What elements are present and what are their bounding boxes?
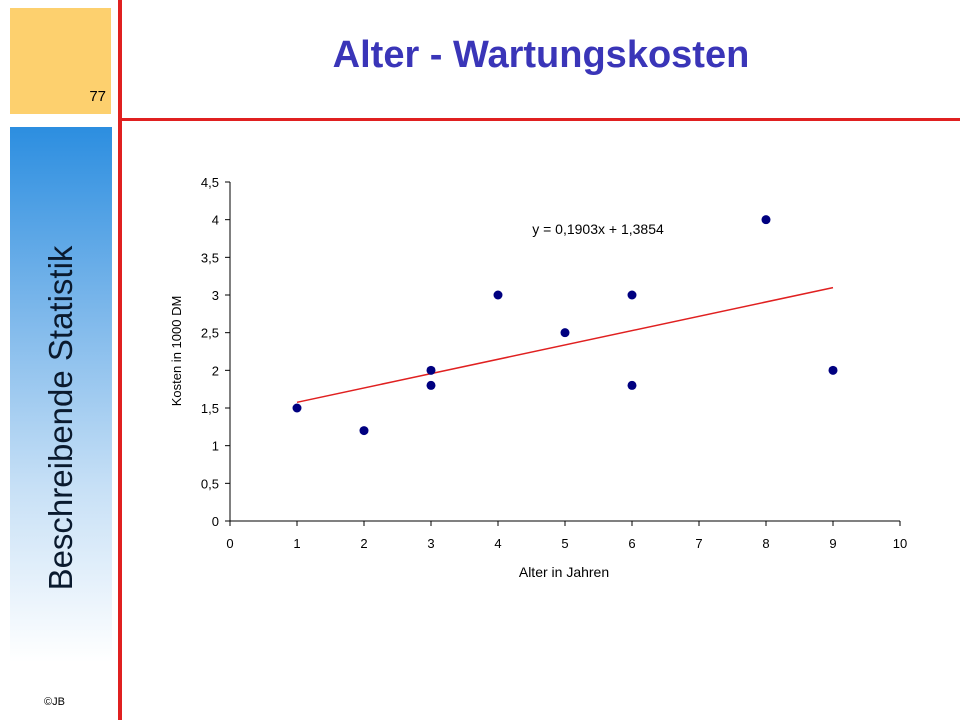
data-point <box>359 426 369 436</box>
corner-box <box>10 8 111 114</box>
data-point <box>761 215 771 225</box>
slide-title: Alter - Wartungskosten <box>332 34 750 76</box>
trendline <box>296 286 834 404</box>
side-panel <box>10 127 112 709</box>
side-title: Beschreibende Statistik <box>42 245 79 591</box>
data-point <box>627 290 637 300</box>
y-tick-label: 2 <box>212 363 219 378</box>
y-tick-label: 0 <box>212 514 219 529</box>
data-point <box>292 403 302 413</box>
data-point <box>426 380 436 390</box>
x-tick-label: 9 <box>829 536 836 551</box>
x-tick-label: 2 <box>360 536 367 551</box>
x-tick-label: 7 <box>695 536 702 551</box>
y-tick-label: 1 <box>212 439 219 454</box>
plot-area: 0 0,5 1 1,5 2 2,5 3 3,5 4 4,5 0 1 2 3 4 5 6 7 8 9 10 <box>201 175 907 551</box>
y-tick-label: 3 <box>212 288 219 303</box>
x-tick-label: 0 <box>226 536 233 551</box>
y-tick-label: 4,5 <box>201 175 219 190</box>
x-axis-label: Alter in Jahren <box>519 564 609 580</box>
y-tick-label: 4 <box>212 213 219 228</box>
x-tick-label: 4 <box>494 536 501 551</box>
y-tick-label: 2,5 <box>201 326 219 341</box>
x-tick-label: 3 <box>427 536 434 551</box>
trendline-equation: y = 0,1903x + 1,3854 <box>532 221 664 237</box>
y-tick-label: 0,5 <box>201 476 219 491</box>
data-point <box>426 365 436 375</box>
copyright: ©JB <box>44 696 65 708</box>
x-tick-label: 5 <box>561 536 568 551</box>
vertical-divider <box>118 0 122 720</box>
x-tick-label: 8 <box>762 536 769 551</box>
x-tick-label: 6 <box>628 536 635 551</box>
y-tick-label: 1,5 <box>201 401 219 416</box>
x-tick-label: 10 <box>893 536 907 551</box>
data-point <box>493 290 503 300</box>
y-axis-label: Kosten in 1000 DM <box>169 296 184 407</box>
data-point <box>627 380 637 390</box>
scatter-chart: 0 0,5 1 1,5 2 2,5 3 3,5 4 4,5 0 1 2 3 4 5 6 7 8 9 10 y = 0,1… <box>169 175 907 580</box>
page-number: 77 <box>89 88 106 105</box>
data-point <box>828 365 838 375</box>
data-point <box>560 328 570 338</box>
y-tick-label: 3,5 <box>201 250 219 265</box>
x-tick-label: 1 <box>293 536 300 551</box>
horizontal-divider <box>118 118 960 121</box>
